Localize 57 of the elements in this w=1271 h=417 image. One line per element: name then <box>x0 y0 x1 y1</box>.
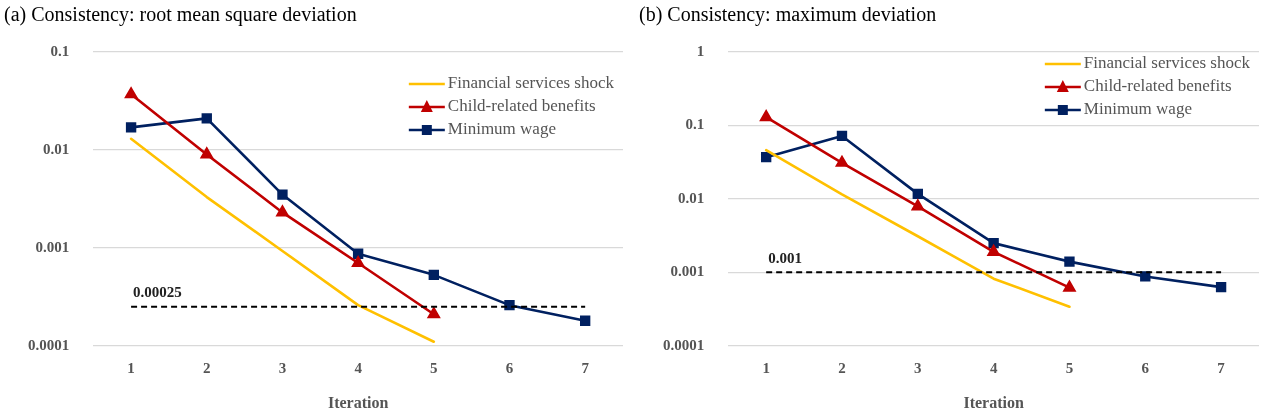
x-tick-label: 7 <box>581 359 590 376</box>
y-tick-label: 0.01 <box>678 189 705 206</box>
x-tick-label: 4 <box>354 359 363 376</box>
y-tick-label: 0.001 <box>35 238 70 255</box>
x-tick-label: 3 <box>278 359 287 376</box>
x-tick-label: 6 <box>505 359 514 376</box>
x-axis-title: Iteration <box>327 393 389 411</box>
point <box>1064 256 1075 267</box>
point <box>125 87 138 99</box>
point <box>125 122 137 133</box>
point <box>200 147 213 159</box>
legend-label: Financial services shock <box>1083 53 1251 73</box>
point <box>760 110 773 122</box>
x-tick-label: 7 <box>1217 359 1226 376</box>
y-tick-label: 0.1 <box>685 116 705 133</box>
x-tick-label: 6 <box>1141 359 1150 376</box>
point <box>504 299 515 311</box>
point <box>911 199 924 211</box>
x-tick-label: 5 <box>1065 359 1074 376</box>
point <box>352 256 365 268</box>
point <box>427 307 440 319</box>
point <box>579 315 591 326</box>
y-tick-label: 0.1 <box>50 42 70 59</box>
y-tick-label: 1 <box>696 42 705 59</box>
point <box>428 269 439 281</box>
point <box>201 113 212 124</box>
legend-label: Financial services shock <box>447 73 615 93</box>
x-tick-label: 1 <box>762 359 770 376</box>
chart-title: (a) Consistency: root mean square deviation <box>4 3 357 27</box>
ref-line-label: 0.00025 <box>133 284 182 301</box>
point <box>1063 280 1076 292</box>
y-tick-label: 0.01 <box>43 140 70 157</box>
legend-label: Child-related benefits <box>1083 76 1232 96</box>
legend-label: Minimum wage <box>447 119 556 139</box>
y-tick-label: 0.0001 <box>663 336 705 353</box>
y-tick-label: 0.001 <box>670 263 705 280</box>
ref-line-label: 0.001 <box>768 249 802 266</box>
point <box>835 156 849 167</box>
legend-label: Minimum wage <box>1083 99 1192 119</box>
point <box>1215 281 1227 293</box>
x-axis-title: Iteration <box>963 393 1024 411</box>
point <box>1140 271 1151 282</box>
x-tick-label: 2 <box>838 359 846 376</box>
point <box>277 189 288 200</box>
x-tick-label: 5 <box>430 359 438 376</box>
x-tick-label: 4 <box>989 359 998 376</box>
point <box>988 237 999 249</box>
legend-label: Child-related benefits <box>447 96 596 116</box>
x-tick-label: 2 <box>203 359 211 376</box>
point <box>836 130 848 142</box>
point <box>760 151 772 163</box>
chart-title: (b) Consistency: maximum deviation <box>639 3 937 27</box>
point <box>276 205 289 217</box>
x-tick-label: 3 <box>914 359 922 376</box>
point <box>912 188 923 200</box>
x-tick-label: 1 <box>127 359 135 376</box>
y-tick-label: 0.0001 <box>28 336 70 353</box>
